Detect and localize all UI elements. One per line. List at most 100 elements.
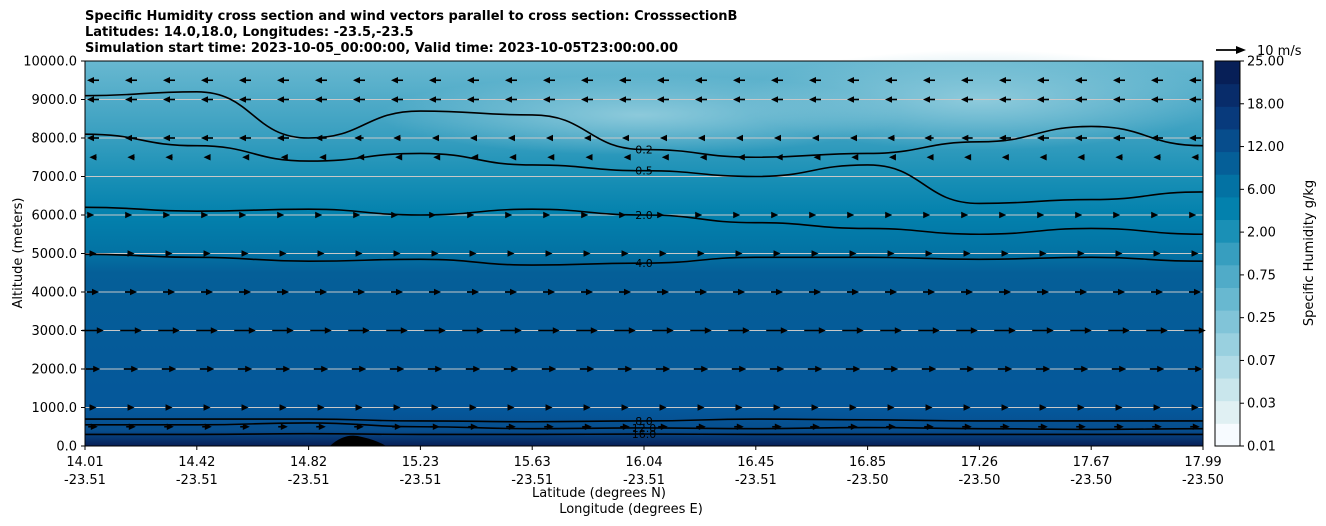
wind-arrow	[87, 134, 99, 142]
wind-arrow	[962, 423, 972, 430]
wind-arrow	[999, 96, 1011, 103]
wind-arrow	[85, 365, 101, 373]
wind-arrow	[885, 96, 897, 103]
wind-arrow	[506, 423, 516, 430]
colorbar-segment	[1215, 264, 1240, 288]
wind-arrow	[237, 365, 253, 373]
wind-arrow	[847, 211, 855, 219]
wind-arrow	[317, 250, 325, 257]
wind-arrow	[731, 365, 747, 373]
wind-arrow	[809, 77, 821, 84]
wind-arrow	[315, 134, 327, 142]
wind-arrow	[545, 404, 553, 411]
wind-arrow	[771, 96, 783, 103]
x-tick-label-lat: 17.26	[961, 455, 998, 470]
wind-arrow	[462, 327, 484, 334]
contour-label: 16.0	[632, 428, 657, 441]
wind-arrow	[851, 154, 859, 161]
wind-arrow	[959, 365, 975, 373]
wind-arrow	[429, 96, 441, 103]
wind-arrow	[427, 365, 443, 373]
wind-arrow	[87, 96, 99, 103]
wind-arrow	[1189, 134, 1201, 142]
wind-arrow	[956, 327, 978, 334]
colorbar-tick-label: 0.07	[1247, 354, 1276, 369]
wind-arrow	[163, 211, 171, 219]
wind-arrow	[999, 77, 1011, 84]
wind-arrow	[544, 423, 554, 430]
wind-arrow	[885, 77, 897, 84]
wind-arrow	[1000, 423, 1010, 430]
wind-arrow	[735, 404, 743, 411]
colorbar-tick-label: 0.03	[1247, 397, 1276, 412]
colorbar-segment	[1215, 242, 1240, 266]
y-tick-label: 9000.0	[32, 93, 78, 108]
wind-arrow	[393, 250, 401, 257]
wind-arrow	[239, 77, 251, 84]
terrain-mask	[330, 435, 386, 446]
y-tick-label: 6000.0	[32, 209, 78, 224]
wind-arrow	[316, 423, 326, 430]
colorbar-frame	[1214, 60, 1241, 447]
wind-arrow	[1189, 96, 1201, 103]
wind-arrow	[165, 404, 173, 411]
colorbar-segment	[1215, 310, 1240, 334]
wind-arrow	[543, 288, 555, 296]
wind-arrow	[886, 423, 896, 430]
wind-arrow	[771, 288, 783, 296]
wind-arrow	[1075, 134, 1087, 142]
wind-arrow	[201, 96, 213, 103]
colorbar-segment	[1215, 151, 1240, 175]
wind-arrow	[887, 134, 895, 142]
wind-arrow	[1189, 211, 1197, 219]
x-axis-label-latitude: Latitude (degrees N)	[532, 486, 666, 501]
wind-arrow	[655, 365, 671, 373]
wind-arrow	[1191, 250, 1199, 257]
wind-arrow	[660, 134, 667, 142]
wind-arrow	[199, 365, 215, 373]
wind-arrow	[315, 211, 323, 219]
wind-arrow	[579, 365, 595, 373]
wind-arrow	[125, 77, 137, 84]
wind-arrow	[89, 404, 97, 411]
wind-arrow	[659, 250, 667, 257]
wind-arrow	[1108, 327, 1130, 334]
wind-arrow	[771, 211, 779, 219]
wind-arrow	[538, 327, 560, 334]
wind-arrow	[614, 327, 636, 334]
wind-arrow	[804, 327, 826, 334]
wind-arrow	[1070, 327, 1092, 334]
wind-arrow	[123, 365, 139, 373]
x-tick-label-lon: -23.51	[623, 473, 665, 488]
wind-arrow	[1115, 154, 1123, 161]
wind-arrow	[241, 250, 249, 257]
wind-arrow	[467, 96, 479, 103]
colorbar-segment	[1215, 355, 1240, 379]
wind-arrow	[1153, 250, 1161, 257]
wind-arrow	[277, 77, 289, 84]
wind-arrow	[201, 134, 213, 142]
y-tick-label: 5000.0	[32, 247, 78, 262]
wind-arrow	[201, 288, 213, 296]
wind-arrow	[278, 423, 288, 430]
wind-arrow	[277, 96, 289, 103]
colorbar-segment	[1215, 219, 1240, 243]
wind-arrow	[125, 134, 137, 142]
wind-arrow	[279, 250, 287, 257]
x-tick-label-lat: 16.45	[737, 455, 774, 470]
wind-arrow	[275, 365, 291, 373]
colorbar-segment	[1215, 106, 1240, 130]
wind-arrow	[1113, 96, 1125, 103]
wind-arrow	[127, 404, 135, 411]
wind-arrow	[127, 250, 135, 257]
wind-arrow	[242, 154, 250, 161]
wind-arrow	[433, 154, 441, 161]
wind-arrow	[658, 423, 668, 430]
wind-arrow	[809, 288, 821, 296]
wind-arrow	[547, 154, 555, 161]
wind-arrow	[1075, 77, 1087, 84]
wind-arrow	[918, 327, 940, 334]
contour-label: 2.0	[635, 209, 653, 222]
wind-arrow	[465, 365, 481, 373]
wind-arrow	[619, 77, 631, 84]
